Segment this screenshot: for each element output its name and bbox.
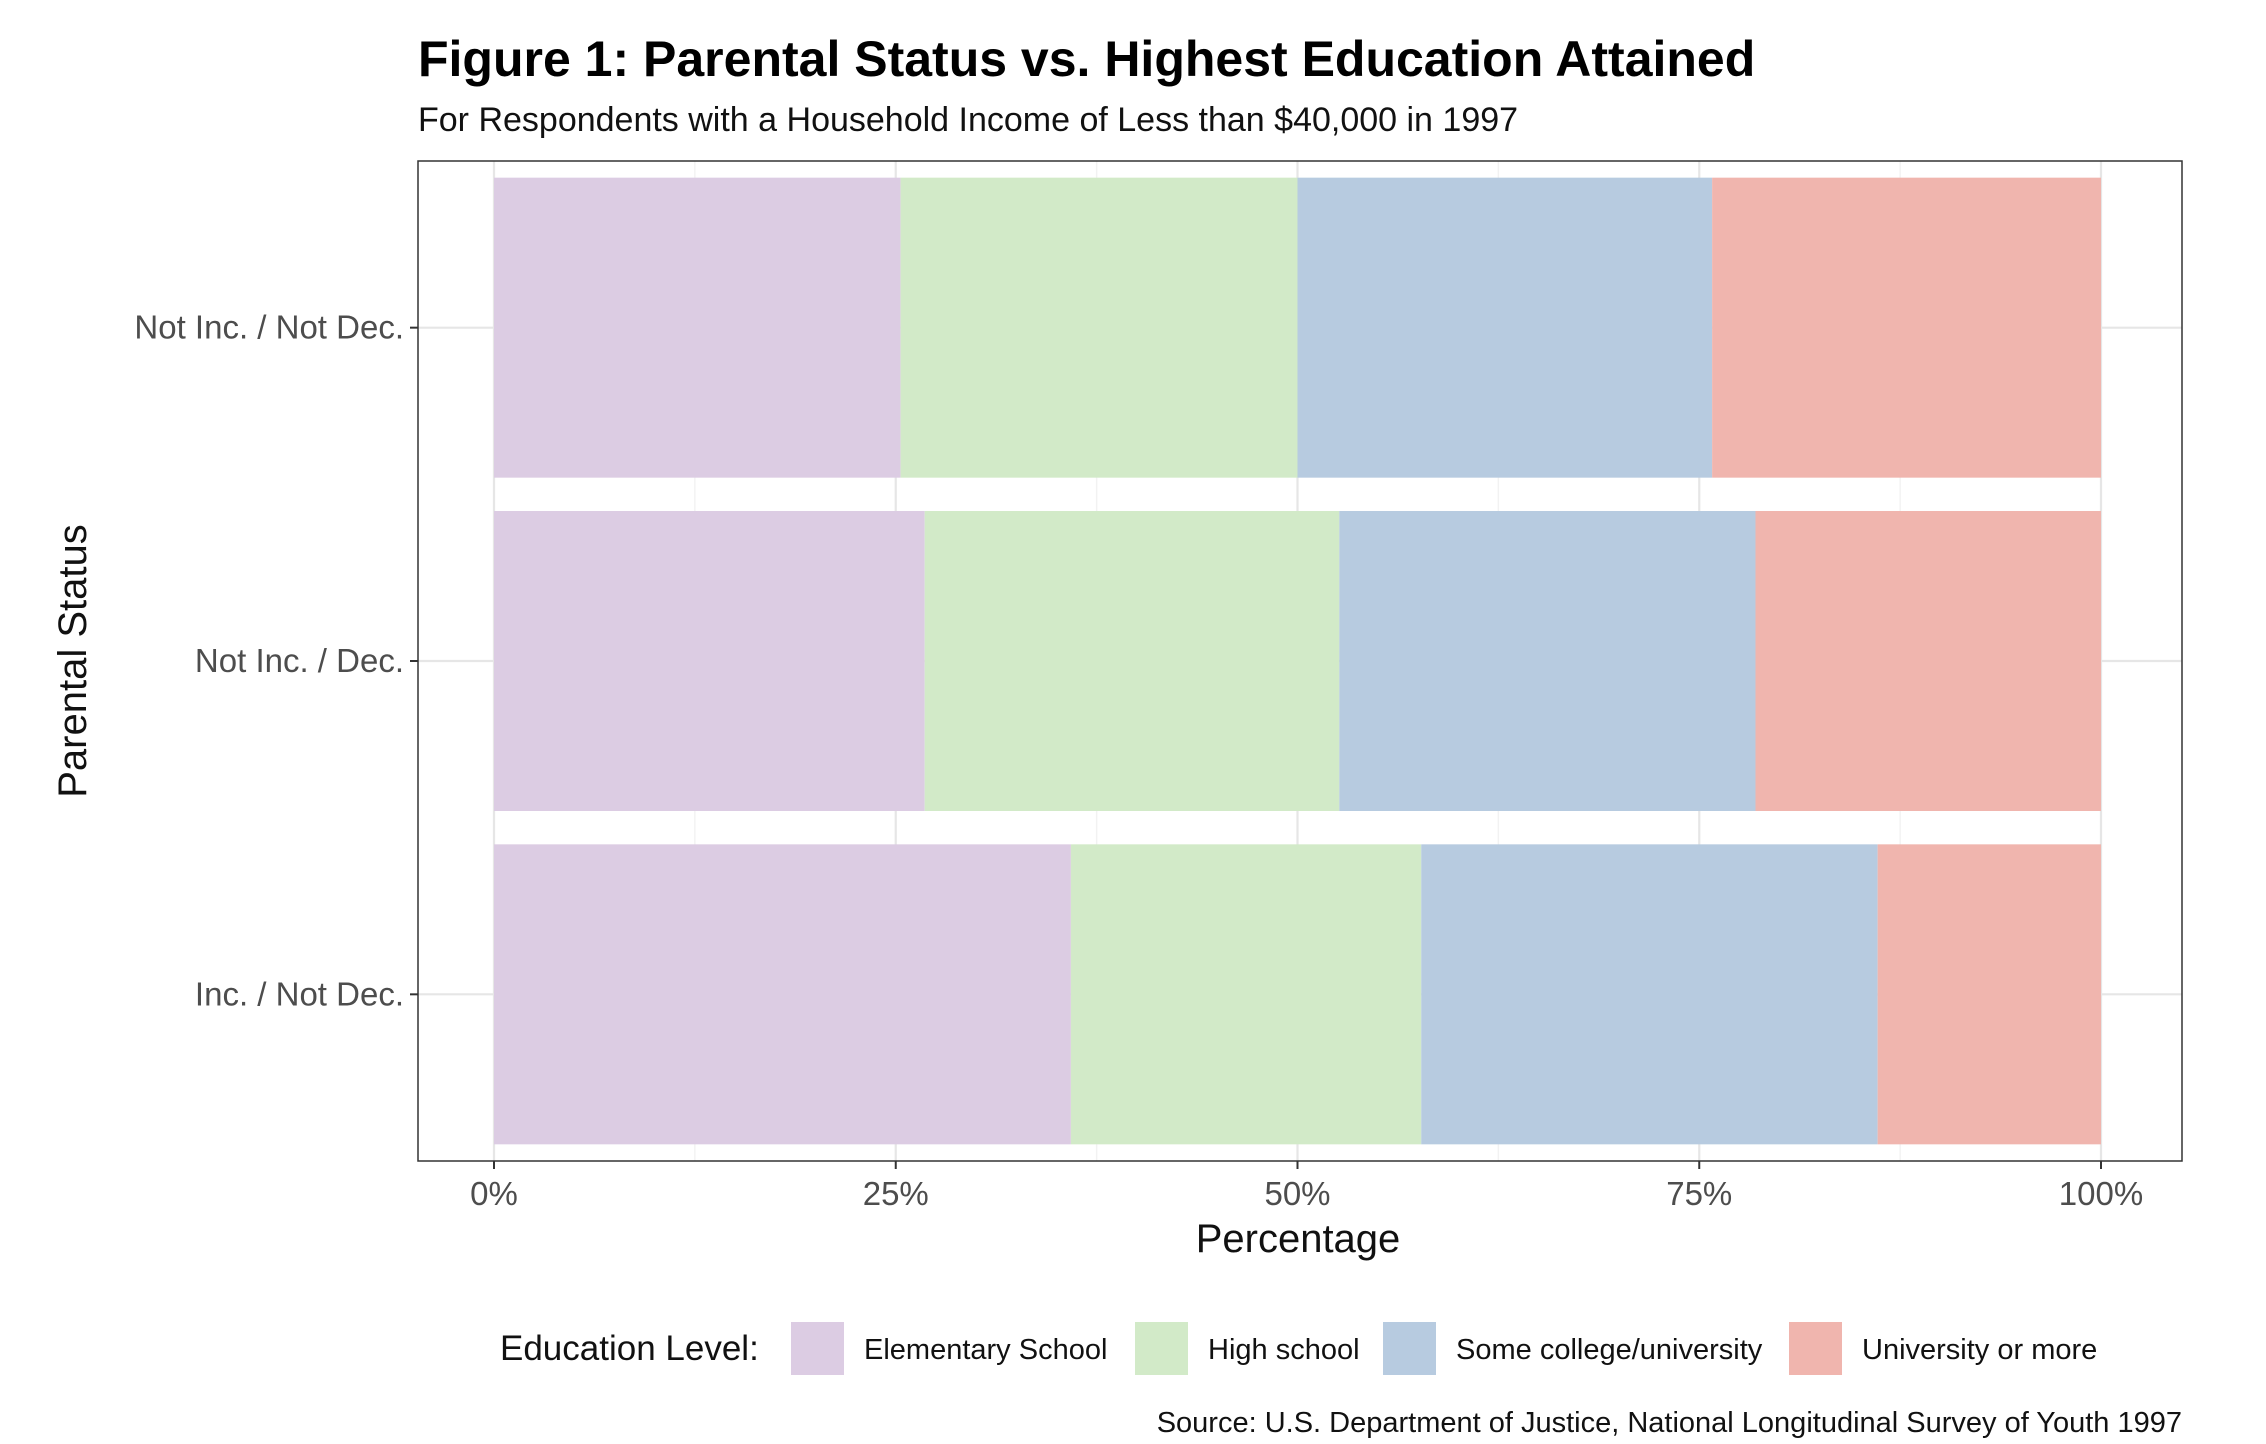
bars xyxy=(494,177,2101,1145)
bar-segment xyxy=(1877,844,2101,1145)
bar-segment xyxy=(494,177,901,478)
bar-segment xyxy=(1755,511,2101,811)
source-caption: Source: U.S. Department of Justice, Nati… xyxy=(1157,1407,2182,1439)
bar-segment xyxy=(1421,844,1878,1145)
x-tick-label: 75% xyxy=(1666,1175,1732,1212)
bar-segment xyxy=(1712,177,2101,478)
y-tick-label: Not Inc. / Not Dec. xyxy=(134,309,404,346)
legend-key xyxy=(1789,1322,1842,1375)
x-tick-label: 0% xyxy=(470,1175,518,1212)
legend-label: University or more xyxy=(1862,1334,2097,1366)
bar-segment xyxy=(1070,844,1422,1145)
chart-subtitle: For Respondents with a Household Income … xyxy=(418,101,1518,139)
bar-segment xyxy=(1339,511,1756,811)
legend-key xyxy=(1383,1322,1436,1375)
x-axis: 0% 25% 50% 75% 100% xyxy=(470,1161,2143,1212)
x-tick-label: 50% xyxy=(1264,1175,1330,1212)
legend-label: Some college/university xyxy=(1456,1334,1763,1366)
x-tick-label: 25% xyxy=(863,1175,929,1212)
y-axis: Not Inc. / Not Dec. Not Inc. / Dec. Inc. /… xyxy=(134,309,418,1012)
x-tick-label: 100% xyxy=(2059,1175,2143,1212)
bar-segment xyxy=(494,511,925,811)
y-tick-label: Not Inc. / Dec. xyxy=(195,642,404,679)
legend-label: High school xyxy=(1208,1334,1360,1366)
chart-title: Figure 1: Parental Status vs. Highest Ed… xyxy=(418,31,1755,87)
legend-key xyxy=(791,1322,844,1375)
x-axis-title: Percentage xyxy=(1196,1217,1401,1261)
legend-key xyxy=(1135,1322,1188,1375)
y-axis-title: Parental Status xyxy=(51,524,95,798)
y-tick-label: Inc. / Not Dec. xyxy=(195,975,404,1012)
legend-label: Elementary School xyxy=(864,1334,1107,1366)
bar-segment xyxy=(924,511,1340,811)
legend: Education Level: Elementary School High s… xyxy=(500,1322,2097,1375)
bar-segment xyxy=(1297,177,1713,478)
bar-segment xyxy=(900,177,1298,478)
legend-title: Education Level: xyxy=(500,1329,759,1368)
bar-segment xyxy=(494,844,1071,1145)
